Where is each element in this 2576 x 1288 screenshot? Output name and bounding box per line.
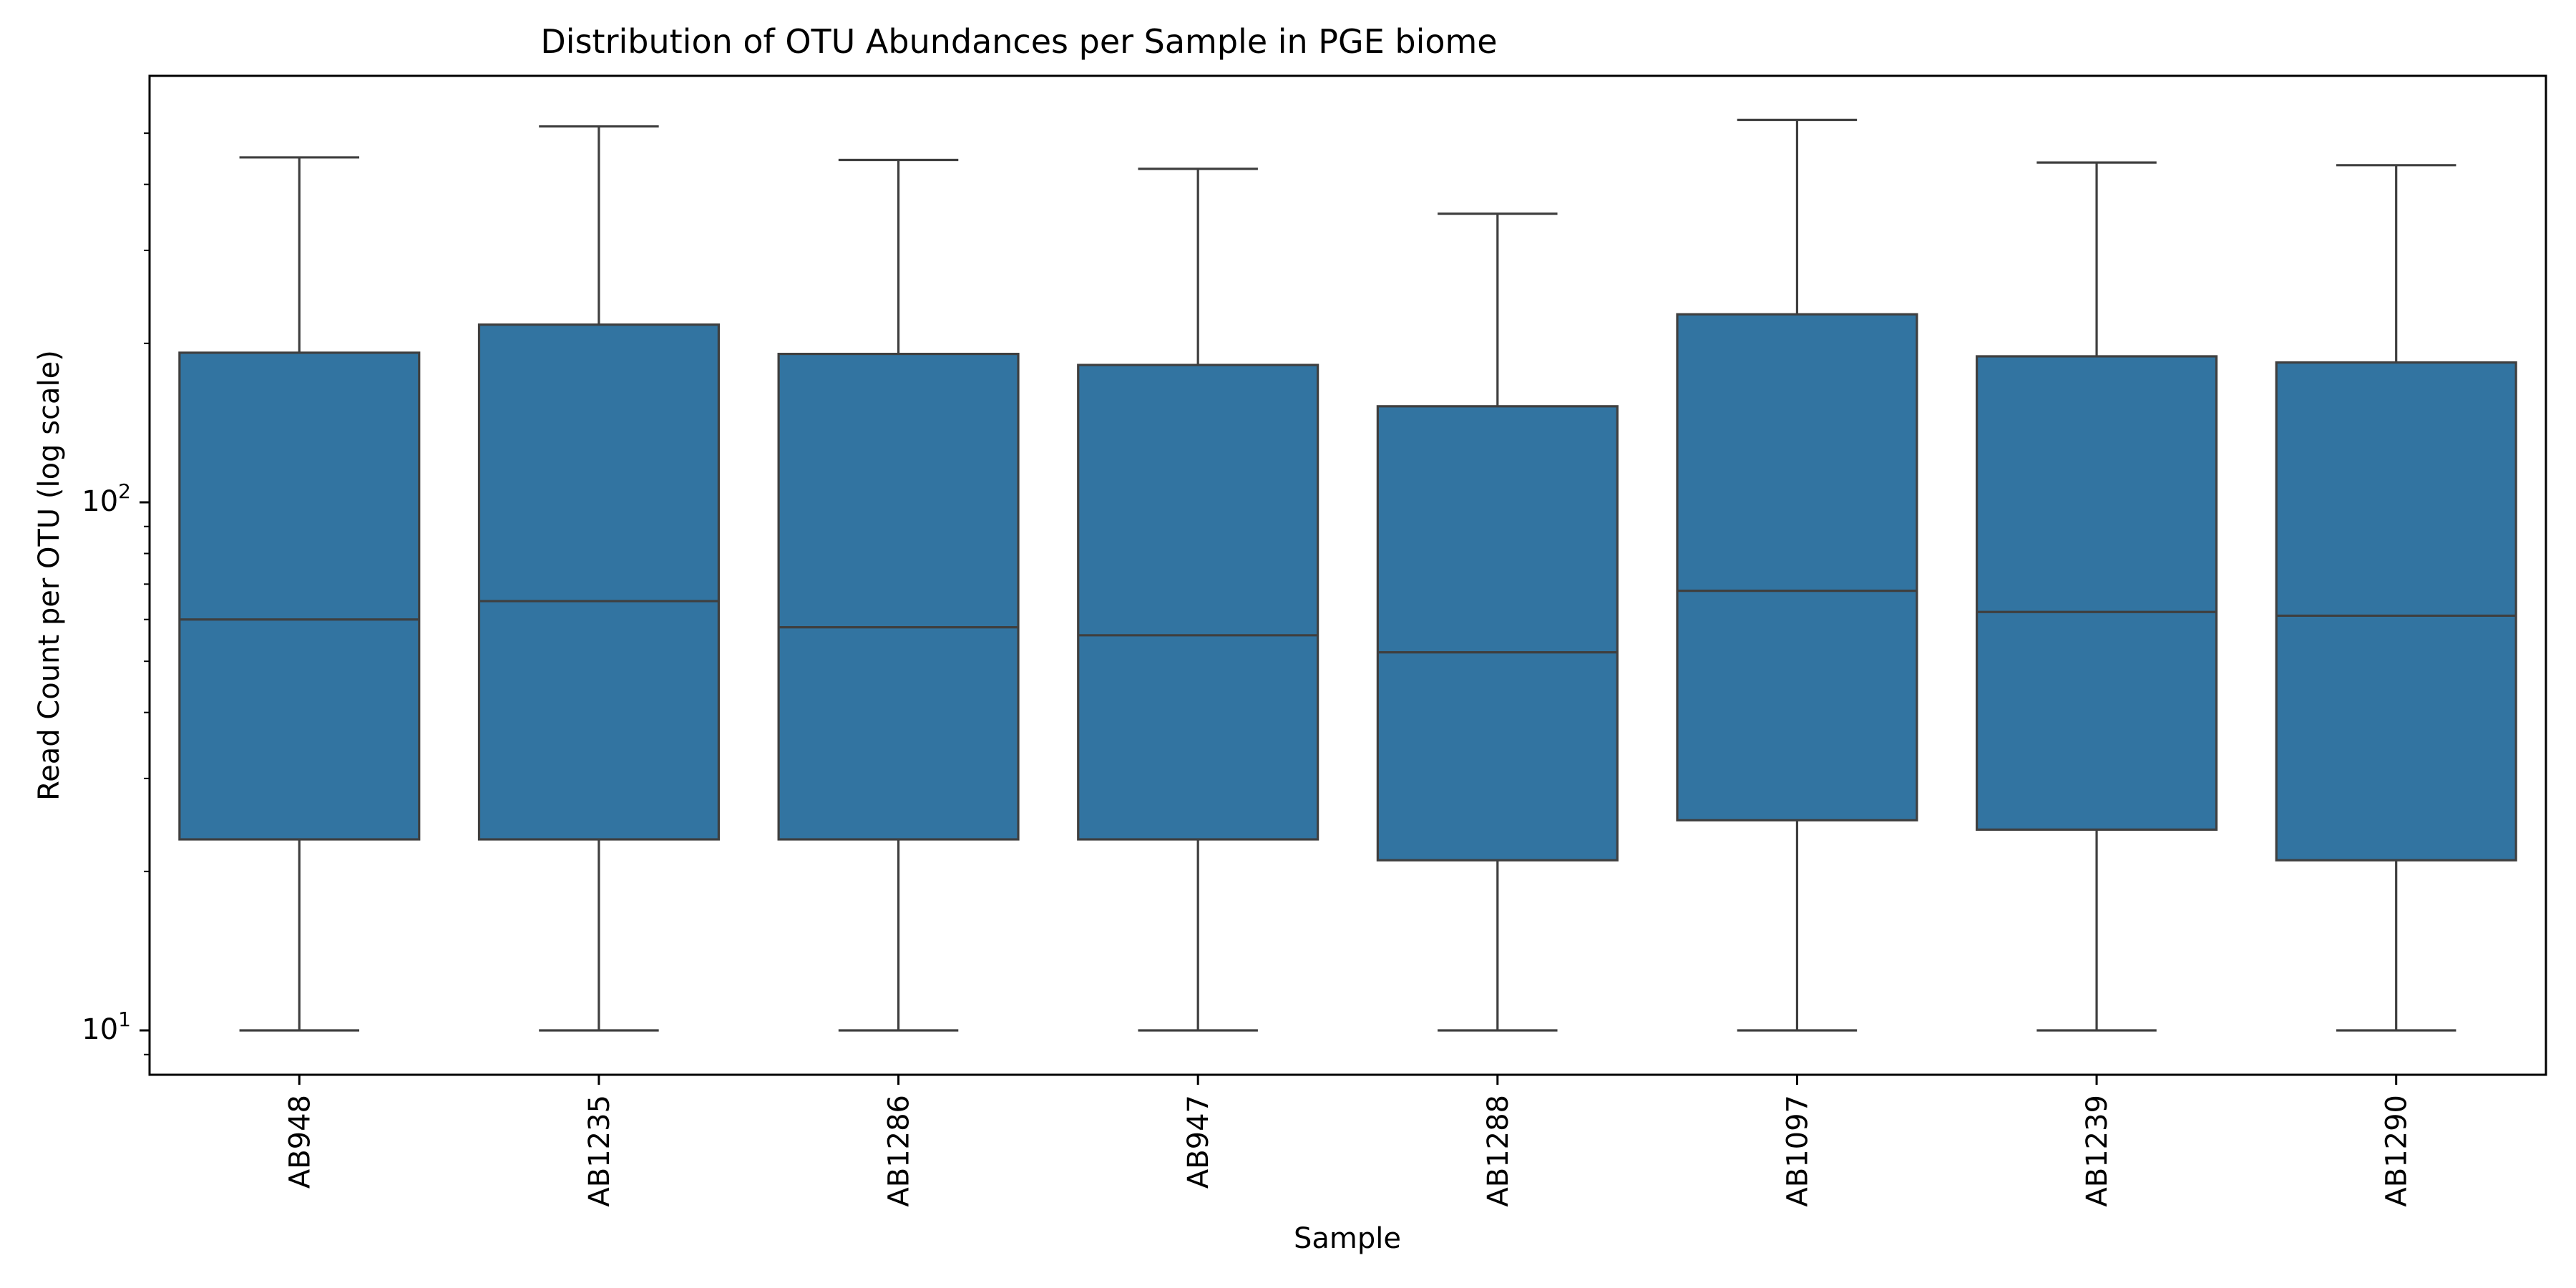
x-tick-label: AB1286: [883, 1095, 916, 1207]
box-AB948: [178, 156, 421, 1032]
box-iqr: [477, 323, 720, 841]
box-iqr: [777, 352, 1020, 841]
box-AB1288: [1376, 213, 1619, 1032]
box-iqr: [1376, 405, 1619, 862]
x-axis-ticks: AB948 AB1235 AB1286 AB947 AB1288 AB1097 AB1239…: [283, 1075, 2414, 1207]
y-axis-label: Read Count per OTU (log scale): [33, 350, 66, 801]
box-AB1235: [477, 125, 720, 1032]
chart-title: Distribution of OTU Abundances per Sampl…: [540, 22, 1497, 61]
x-axis-label: Sample: [1294, 1222, 1401, 1255]
x-tick-label: AB1290: [2381, 1095, 2414, 1207]
plot-marks: [178, 118, 2517, 1032]
x-tick-label: AB1288: [1482, 1095, 1515, 1207]
box-AB1097: [1676, 118, 1918, 1032]
box-iqr: [1077, 364, 1319, 841]
x-tick-label: AB948: [283, 1095, 316, 1189]
box-iqr: [1976, 355, 2218, 831]
box-iqr: [2275, 361, 2517, 862]
box-AB1290: [2275, 164, 2517, 1032]
plot-area-frame: [148, 74, 2547, 1076]
x-tick-label: AB1239: [2081, 1095, 2114, 1207]
x-tick-label: AB947: [1182, 1095, 1215, 1189]
box-AB1239: [1976, 161, 2218, 1032]
x-tick-label: AB1097: [1781, 1095, 1814, 1207]
box-AB947: [1077, 167, 1319, 1032]
box-iqr: [178, 351, 421, 841]
box-AB1286: [777, 158, 1020, 1032]
x-tick-label: AB1235: [583, 1095, 616, 1207]
box-iqr: [1676, 313, 1918, 821]
